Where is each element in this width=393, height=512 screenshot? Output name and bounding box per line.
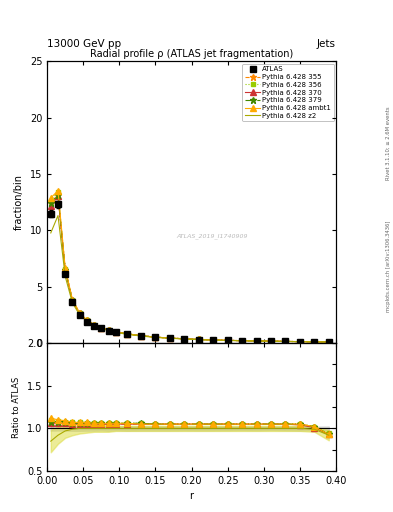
Legend: ATLAS, Pythia 6.428 355, Pythia 6.428 356, Pythia 6.428 370, Pythia 6.428 379, P: ATLAS, Pythia 6.428 355, Pythia 6.428 35… [242,63,334,121]
Text: 13000 GeV pp: 13000 GeV pp [47,38,121,49]
Y-axis label: Ratio to ATLAS: Ratio to ATLAS [12,376,21,438]
Text: Rivet 3.1.10; ≥ 2.6M events: Rivet 3.1.10; ≥ 2.6M events [386,106,391,180]
Y-axis label: fraction/bin: fraction/bin [14,174,24,230]
Text: Jets: Jets [317,38,336,49]
Title: Radial profile ρ (ATLAS jet fragmentation): Radial profile ρ (ATLAS jet fragmentatio… [90,49,293,59]
Text: ATLAS_2019_I1740909: ATLAS_2019_I1740909 [176,233,248,239]
Text: mcplots.cern.ch [arXiv:1306.3436]: mcplots.cern.ch [arXiv:1306.3436] [386,221,391,312]
X-axis label: r: r [189,492,194,501]
